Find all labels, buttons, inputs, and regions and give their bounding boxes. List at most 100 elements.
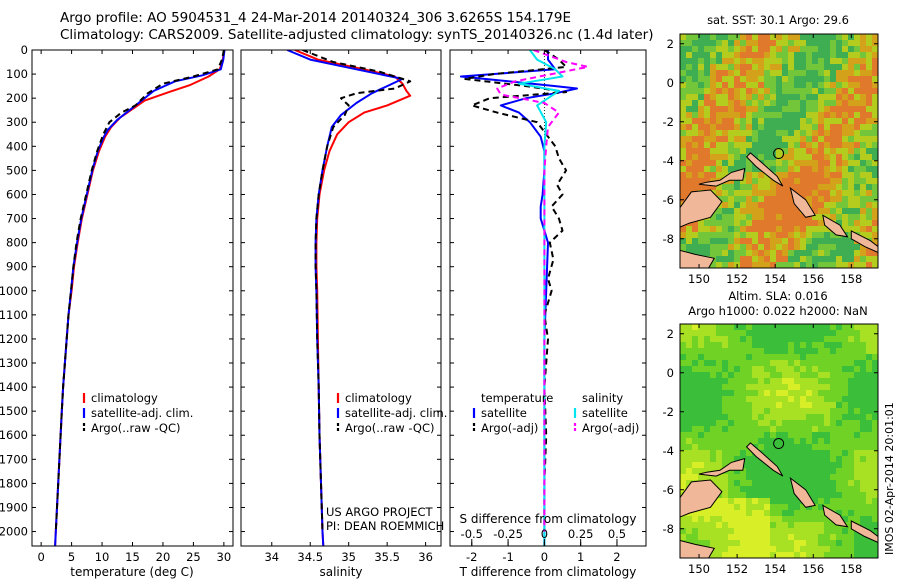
depth-tick-label: 700 xyxy=(6,212,28,226)
heatmap-cell xyxy=(752,342,758,348)
heatmap-cell xyxy=(686,118,692,124)
heatmap-cell xyxy=(794,100,800,106)
heatmap-cell xyxy=(698,342,704,348)
heatmap-cell xyxy=(872,342,878,348)
heatmap-cell xyxy=(842,214,848,220)
heatmap-cell xyxy=(824,546,830,552)
heatmap-cell xyxy=(812,348,818,354)
heatmap-cell xyxy=(758,46,764,52)
heatmap-cell xyxy=(728,178,734,184)
float-position-marker xyxy=(773,438,785,450)
heatmap-cell xyxy=(728,226,734,232)
heatmap-cell xyxy=(686,372,692,378)
heatmap-cell xyxy=(824,504,830,510)
heatmap-cell xyxy=(782,486,788,492)
heatmap-cell xyxy=(692,160,698,166)
heatmap-cell xyxy=(686,402,692,408)
heatmap-cell xyxy=(818,372,824,378)
heatmap-cell xyxy=(848,330,854,336)
heatmap-cell xyxy=(836,408,842,414)
heatmap-cell xyxy=(788,94,794,100)
heatmap-cell xyxy=(842,190,848,196)
heatmap-cell xyxy=(728,354,734,360)
heatmap-cell xyxy=(740,202,746,208)
heatmap-cell xyxy=(770,426,776,432)
map-xtick-label: 158 xyxy=(840,272,862,286)
heatmap-cell xyxy=(848,492,854,498)
heatmap-cell xyxy=(776,76,782,82)
heatmap-cell xyxy=(692,142,698,148)
heatmap-cell xyxy=(764,492,770,498)
heatmap-cell xyxy=(734,46,740,52)
heatmap-cell xyxy=(710,130,716,136)
heatmap-cell xyxy=(770,486,776,492)
heatmap-cell xyxy=(872,390,878,396)
heatmap-cell xyxy=(710,438,716,444)
heatmap-cell xyxy=(818,390,824,396)
heatmap-cell xyxy=(806,534,812,540)
heatmap-cell xyxy=(770,256,776,262)
heatmap-cell xyxy=(686,354,692,360)
heatmap-cell xyxy=(704,450,710,456)
heatmap-cell xyxy=(854,462,860,468)
heatmap-cell xyxy=(722,330,728,336)
heatmap-cell xyxy=(716,474,722,480)
heatmap-cell xyxy=(824,118,830,124)
heatmap-cell xyxy=(752,220,758,226)
heatmap-cell xyxy=(722,348,728,354)
heatmap-cell xyxy=(830,486,836,492)
heatmap-cell xyxy=(812,330,818,336)
heatmap-cell xyxy=(722,148,728,154)
heatmap-cell xyxy=(836,360,842,366)
heatmap-cell xyxy=(854,52,860,58)
heatmap-cell xyxy=(836,238,842,244)
heatmap-cell xyxy=(872,438,878,444)
heatmap-cell xyxy=(734,546,740,552)
map-xtick-label: 150 xyxy=(688,562,710,576)
heatmap-cell xyxy=(692,456,698,462)
heatmap-cell xyxy=(800,88,806,94)
heatmap-cell xyxy=(788,46,794,52)
heatmap-cell xyxy=(686,76,692,82)
heatmap-cell xyxy=(698,250,704,256)
heatmap-cell xyxy=(872,52,878,58)
heatmap-cell xyxy=(770,76,776,82)
heatmap-cell xyxy=(848,378,854,384)
heatmap-cell xyxy=(800,82,806,88)
heatmap-cell xyxy=(866,172,872,178)
heatmap-cell xyxy=(770,148,776,154)
heatmap-cell xyxy=(746,456,752,462)
heatmap-cell xyxy=(704,136,710,142)
heatmap-cell xyxy=(728,402,734,408)
heatmap-cell xyxy=(836,82,842,88)
heatmap-cell xyxy=(722,510,728,516)
heatmap-cell xyxy=(692,462,698,468)
heatmap-cell xyxy=(824,432,830,438)
heatmap-cell xyxy=(854,402,860,408)
heatmap-cell xyxy=(770,342,776,348)
heatmap-cell xyxy=(842,396,848,402)
heatmap-cell xyxy=(812,88,818,94)
heatmap-cell xyxy=(740,52,746,58)
heatmap-cell xyxy=(830,384,836,390)
heatmap-cell xyxy=(740,190,746,196)
heatmap-cell xyxy=(716,402,722,408)
heatmap-cell xyxy=(812,244,818,250)
heatmap-cell xyxy=(830,366,836,372)
heatmap-cell xyxy=(860,516,866,522)
heatmap-cell xyxy=(812,160,818,166)
heatmap-cell xyxy=(806,184,812,190)
heatmap-cell xyxy=(758,528,764,534)
heatmap-cell xyxy=(722,190,728,196)
heatmap-cell xyxy=(758,402,764,408)
heatmap-cell xyxy=(692,420,698,426)
heatmap-cell xyxy=(818,534,824,540)
heatmap-cell xyxy=(752,516,758,522)
heatmap-cell xyxy=(794,546,800,552)
heatmap-cell xyxy=(698,148,704,154)
xtick-label: 34 xyxy=(264,550,279,564)
heatmap-cell xyxy=(824,136,830,142)
heatmap-cell xyxy=(830,420,836,426)
heatmap-cell xyxy=(812,468,818,474)
heatmap-cell xyxy=(746,438,752,444)
